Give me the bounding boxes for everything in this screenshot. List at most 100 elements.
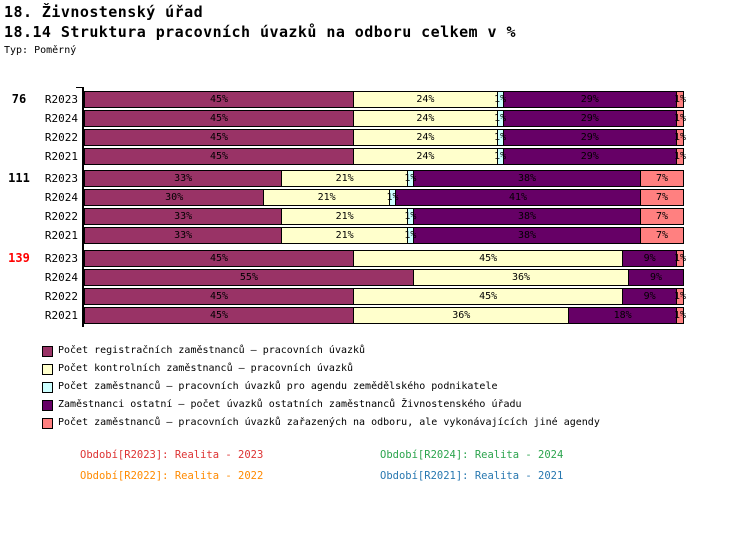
bar-segment: 1%: [404, 209, 416, 224]
axis-tick: [76, 87, 82, 88]
segment-value-label: 36%: [452, 310, 471, 321]
row-label: R2021: [44, 309, 78, 322]
bar-segment: 45%: [85, 308, 355, 323]
segment-value-label: 1%: [494, 94, 507, 105]
row-label: R2022: [44, 131, 78, 144]
row-label: R2022: [44, 210, 78, 223]
bar-segment: 1%: [494, 92, 506, 107]
period-label: Období[R2023]: Realita - 2023: [80, 449, 264, 461]
legend-label: Zaměstnanci ostatní – počet úvazků ostat…: [58, 399, 522, 410]
legend-color-swatch: [42, 400, 53, 411]
bar-row: 33% 21% 1% 38% 7%: [84, 170, 684, 187]
segment-value-label: 38%: [517, 173, 537, 184]
bar-row: 30% 21% 1% 41% 7%: [84, 189, 684, 206]
legend-label: Počet registračních zaměstnanců – pracov…: [58, 345, 366, 356]
bar-segment: 1%: [494, 130, 506, 145]
bar-segment: 24%: [354, 92, 498, 107]
row-label: R2021: [44, 150, 78, 163]
bar-segment: 21%: [282, 171, 408, 186]
bar-segment: 1%: [404, 171, 416, 186]
bar-segment: 1%: [673, 92, 686, 107]
segment-value-label: 45%: [210, 113, 229, 124]
segment-value-label: 1%: [673, 253, 687, 264]
bar-segment: 18%: [569, 308, 677, 323]
bar-segment: 1%: [673, 149, 686, 164]
bar-segment: 38%: [413, 228, 642, 243]
segment-value-label: 9%: [650, 272, 663, 283]
bar-row: 45% 24% 1% 29% 1%: [84, 91, 686, 108]
bar-segment: 21%: [282, 228, 408, 243]
bar-segment: 24%: [354, 130, 498, 145]
bar-segment: 1%: [494, 111, 506, 126]
segment-value-label: 29%: [580, 151, 599, 162]
segment-value-label: 30%: [165, 192, 184, 203]
period-label: Období[R2024]: Realita - 2024: [380, 449, 564, 461]
bar-segment: 7%: [641, 171, 683, 186]
segment-value-label: 33%: [174, 230, 193, 241]
legend-label: Počet kontrolních zaměstnanců – pracovní…: [58, 363, 354, 374]
chart-title: 18.14 Struktura pracovních úvazků na odb…: [4, 23, 516, 41]
segment-value-label: 29%: [580, 94, 599, 105]
segment-value-label: 1%: [404, 230, 417, 241]
bar-segment: 38%: [413, 171, 642, 186]
segment-value-label: 29%: [580, 113, 599, 124]
bar-segment: 30%: [85, 190, 265, 205]
bar-segment: 1%: [673, 130, 686, 145]
bar-segment: 9%: [623, 251, 677, 266]
bar-segment: 7%: [641, 228, 683, 243]
segment-value-label: 9%: [643, 291, 656, 302]
segment-value-label: 45%: [210, 151, 229, 162]
legend-color-swatch: [42, 364, 53, 375]
bar-row: 55% 36% 9%: [84, 269, 684, 286]
segment-value-label: 45%: [210, 132, 229, 143]
segment-value-label: 45%: [210, 291, 229, 302]
bar-segment: 29%: [503, 130, 677, 145]
bar-segment: 21%: [264, 190, 390, 205]
segment-value-label: 7%: [656, 192, 669, 203]
segment-value-label: 1%: [494, 132, 507, 143]
segment-value-label: 18%: [613, 310, 632, 321]
bar-segment: 9%: [629, 270, 683, 285]
period-label: Období[R2021]: Realita - 2021: [380, 470, 564, 482]
bar-row: 45% 24% 1% 29% 1%: [84, 148, 686, 165]
row-label: R2024: [44, 271, 78, 284]
group-label: 76: [11, 92, 27, 106]
bar-segment: 24%: [354, 111, 498, 126]
segment-value-label: 1%: [673, 132, 686, 143]
bar-segment: 1%: [674, 289, 686, 304]
bar-segment: 29%: [503, 92, 677, 107]
bar-segment: 7%: [641, 209, 683, 224]
bar-segment: 45%: [85, 92, 355, 107]
bar-segment: 45%: [85, 111, 355, 126]
segment-value-label: 45%: [479, 253, 498, 264]
segment-value-label: 7%: [656, 211, 669, 222]
bar-segment: 1%: [673, 308, 686, 323]
bar-segment: 29%: [503, 149, 677, 164]
segment-value-label: 45%: [210, 94, 229, 105]
bar-segment: 1%: [386, 190, 398, 205]
segment-value-label: 45%: [210, 253, 229, 264]
bar-segment: 41%: [395, 190, 642, 205]
row-label: R2024: [44, 191, 78, 204]
bar-row: 45% 45% 9% 1%: [84, 288, 686, 305]
segment-value-label: 24%: [416, 113, 435, 124]
bar-segment: 1%: [674, 111, 686, 126]
bar-segment: 45%: [85, 289, 355, 304]
report-title: 18. Živnostenský úřad: [4, 3, 204, 21]
segment-value-label: 1%: [673, 151, 686, 162]
bar-segment: 45%: [354, 251, 624, 266]
row-label: R2021: [44, 229, 78, 242]
segment-value-label: 1%: [673, 94, 686, 105]
legend-label: Počet zaměstnanců – pracovních úvazků za…: [58, 417, 600, 428]
row-label: R2022: [44, 290, 78, 303]
bar-segment: 24%: [354, 149, 498, 164]
bar-segment: 36%: [413, 270, 630, 285]
bar-segment: 38%: [413, 209, 642, 224]
segment-value-label: 1%: [673, 310, 686, 321]
bar-segment: 45%: [85, 251, 355, 266]
segment-value-label: 45%: [210, 310, 229, 321]
segment-value-label: 21%: [335, 230, 354, 241]
bar-segment: 45%: [354, 289, 624, 304]
bar-segment: 33%: [85, 228, 283, 243]
segment-value-label: 9%: [643, 253, 656, 264]
